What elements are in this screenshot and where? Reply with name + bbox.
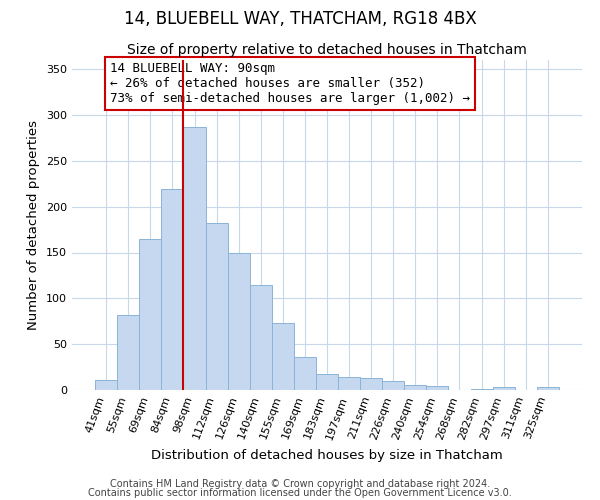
Bar	[184, 127, 206, 390]
Title: Size of property relative to detached houses in Thatcham: Size of property relative to detached ho…	[127, 44, 527, 58]
X-axis label: Distribution of detached houses by size in Thatcham: Distribution of detached houses by size …	[151, 449, 503, 462]
Bar	[493, 387, 515, 390]
Bar	[427, 386, 448, 390]
Bar	[316, 374, 338, 390]
Bar	[294, 357, 316, 390]
Bar	[360, 378, 382, 390]
Bar	[161, 189, 184, 390]
Text: 14, BLUEBELL WAY, THATCHAM, RG18 4BX: 14, BLUEBELL WAY, THATCHAM, RG18 4BX	[124, 10, 476, 28]
Bar	[537, 387, 559, 390]
Text: Contains public sector information licensed under the Open Government Licence v3: Contains public sector information licen…	[88, 488, 512, 498]
Bar	[404, 386, 427, 390]
Bar	[117, 315, 139, 390]
Y-axis label: Number of detached properties: Number of detached properties	[28, 120, 40, 330]
Text: 14 BLUEBELL WAY: 90sqm
← 26% of detached houses are smaller (352)
73% of semi-de: 14 BLUEBELL WAY: 90sqm ← 26% of detached…	[110, 62, 470, 104]
Bar	[95, 380, 117, 390]
Bar	[206, 223, 227, 390]
Bar	[250, 284, 272, 390]
Bar	[382, 381, 404, 390]
Text: Contains HM Land Registry data © Crown copyright and database right 2024.: Contains HM Land Registry data © Crown c…	[110, 479, 490, 489]
Bar	[139, 239, 161, 390]
Bar	[338, 377, 360, 390]
Bar	[272, 323, 294, 390]
Bar	[227, 254, 250, 390]
Bar	[470, 389, 493, 390]
